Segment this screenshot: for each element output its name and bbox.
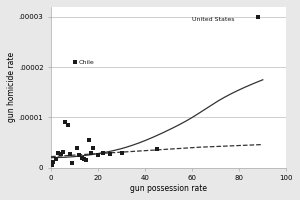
Point bbox=[89, 151, 94, 154]
Text: United States: United States bbox=[192, 17, 235, 22]
Point bbox=[100, 151, 105, 154]
Point bbox=[79, 156, 84, 159]
Point bbox=[50, 164, 55, 167]
Point bbox=[68, 152, 72, 155]
Point bbox=[61, 150, 65, 153]
Point bbox=[63, 121, 68, 124]
Point bbox=[119, 151, 124, 154]
Point bbox=[65, 123, 70, 127]
Text: Chile: Chile bbox=[78, 60, 94, 65]
Point bbox=[70, 161, 75, 164]
Point bbox=[86, 138, 91, 142]
X-axis label: gun possession rate: gun possession rate bbox=[130, 184, 207, 193]
Point bbox=[91, 146, 96, 149]
Point bbox=[75, 146, 80, 149]
Point bbox=[56, 151, 61, 154]
Point bbox=[256, 15, 260, 19]
Point bbox=[84, 159, 89, 162]
Point bbox=[53, 157, 58, 160]
Y-axis label: gun homicide rate: gun homicide rate bbox=[7, 52, 16, 122]
Point bbox=[154, 147, 159, 150]
Point bbox=[82, 157, 86, 160]
Point bbox=[58, 152, 63, 155]
Point bbox=[107, 152, 112, 155]
Point bbox=[72, 61, 77, 64]
Point bbox=[51, 160, 56, 163]
Point bbox=[96, 153, 100, 157]
Point bbox=[77, 153, 82, 157]
